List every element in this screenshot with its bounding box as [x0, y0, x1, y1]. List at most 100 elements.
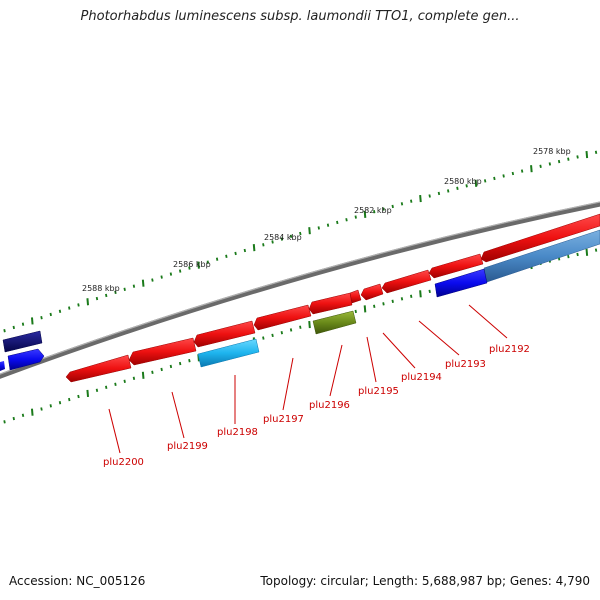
inner-major-tick — [141, 371, 145, 379]
inner-minor-tick — [95, 388, 99, 393]
outer-minor-tick — [188, 266, 191, 270]
inner-minor-tick — [169, 364, 173, 369]
outer-minor-tick — [206, 260, 210, 264]
outer-minor-tick — [160, 275, 163, 279]
inner-major-tick — [585, 248, 589, 256]
inner-minor-tick — [3, 420, 6, 424]
gene-label-plu2195: plu2195 — [358, 386, 399, 397]
outer-minor-tick — [58, 309, 62, 313]
inner-major-tick — [419, 290, 422, 298]
outer-minor-tick — [410, 199, 413, 203]
outer-major-tick — [308, 227, 311, 235]
outer-minor-tick — [576, 155, 579, 159]
inner-minor-tick — [428, 289, 431, 294]
gene-plu2196[interactable] — [308, 292, 353, 315]
inner-minor-tick — [58, 401, 62, 405]
gene-blue-edge[interactable] — [0, 361, 5, 371]
outer-major-tick — [363, 210, 367, 218]
kbp-label-2586: 2586 kbp — [173, 260, 211, 269]
gene-blue-right[interactable] — [434, 268, 488, 298]
inner-minor-tick — [77, 394, 80, 399]
outer-minor-tick — [511, 171, 515, 176]
inner-minor-tick — [410, 294, 413, 298]
outer-minor-tick — [354, 215, 357, 219]
outer-minor-tick — [428, 194, 431, 198]
kbp-label-2588: 2588 kbp — [82, 284, 120, 293]
gene-cyan[interactable] — [197, 338, 260, 368]
outer-minor-tick — [234, 251, 237, 256]
label-leader-lines — [108, 304, 508, 454]
outer-minor-tick — [520, 169, 524, 173]
outer-minor-tick — [567, 157, 570, 161]
inner-minor-tick — [567, 254, 570, 259]
inner-minor-tick — [271, 333, 274, 338]
inner-minor-tick — [280, 330, 283, 335]
outer-minor-tick — [437, 191, 441, 196]
gene-blue-left[interactable] — [7, 348, 45, 371]
inner-minor-tick — [391, 299, 394, 303]
accession-text: Accession: NC_005126 — [9, 574, 146, 588]
outer-minor-tick — [382, 207, 385, 211]
inner-minor-tick — [594, 248, 598, 252]
outer-minor-tick — [280, 237, 283, 241]
genome-summary-text: Topology: circular; Length: 5,688,987 bp… — [260, 574, 590, 588]
outer-minor-tick — [105, 293, 108, 298]
outer-minor-tick — [123, 287, 126, 291]
outer-minor-tick — [215, 257, 219, 261]
gene-label-plu2194: plu2194 — [401, 372, 442, 383]
inner-minor-tick — [12, 416, 15, 421]
gene-label-plu2200: plu2200 — [103, 457, 144, 468]
outer-minor-tick — [502, 174, 505, 178]
outer-minor-tick — [68, 306, 71, 310]
inner-major-tick — [30, 408, 34, 416]
inner-major-tick — [86, 389, 90, 398]
gene-plu2198[interactable] — [193, 320, 256, 348]
gene-plu2195[interactable] — [360, 283, 384, 301]
outer-minor-tick — [151, 278, 154, 282]
chromosome-backbone — [0, 201, 600, 379]
inner-minor-tick — [114, 382, 117, 386]
outer-major-tick — [530, 165, 533, 173]
inner-minor-tick — [49, 404, 52, 408]
gene-plu2192[interactable] — [480, 213, 600, 263]
kbp-label-2582: 2582 kbp — [354, 206, 392, 215]
inner-minor-tick — [132, 376, 136, 380]
outer-minor-tick — [539, 164, 542, 168]
outer-minor-tick — [169, 272, 173, 276]
inner-minor-tick — [105, 385, 108, 389]
outer-major-tick — [30, 317, 34, 325]
inner-minor-tick — [151, 370, 154, 375]
gene-plu2199[interactable] — [128, 337, 197, 366]
outer-minor-tick — [345, 218, 348, 222]
gene-plu2200[interactable] — [65, 354, 132, 383]
gene-plu2193[interactable] — [428, 253, 484, 279]
outer-minor-tick — [594, 150, 598, 154]
outer-major-tick — [585, 150, 589, 159]
inner-minor-tick — [289, 328, 293, 332]
outer-minor-tick — [40, 316, 43, 320]
gene-label-plu2197: plu2197 — [263, 414, 304, 425]
outer-minor-tick — [326, 223, 330, 227]
gene-plu2196-small[interactable] — [349, 289, 362, 304]
outer-minor-tick — [114, 290, 117, 295]
gene-plu2194[interactable] — [381, 269, 432, 294]
outer-minor-tick — [178, 269, 182, 273]
inner-major-tick — [363, 305, 367, 313]
outer-minor-tick — [299, 231, 302, 236]
outer-minor-tick — [95, 296, 99, 301]
inner-minor-tick — [68, 397, 71, 402]
inner-major-tick — [308, 320, 311, 329]
inner-minor-tick — [123, 379, 126, 383]
gene-navy-left[interactable] — [2, 330, 43, 353]
gene-label-plu2193: plu2193 — [445, 359, 486, 370]
gene-plu2197[interactable] — [253, 304, 312, 331]
gene-olive[interactable] — [312, 310, 357, 335]
outer-major-tick — [197, 261, 200, 269]
genome-title: Photorhabdus luminescens subsp. laumondi… — [80, 9, 520, 24]
outer-minor-tick — [456, 186, 459, 191]
outer-minor-tick — [373, 210, 376, 214]
outer-minor-tick — [391, 204, 394, 209]
outer-major-tick — [252, 244, 256, 252]
gene-label-plu2192: plu2192 — [489, 344, 530, 355]
outer-minor-tick — [548, 162, 552, 166]
